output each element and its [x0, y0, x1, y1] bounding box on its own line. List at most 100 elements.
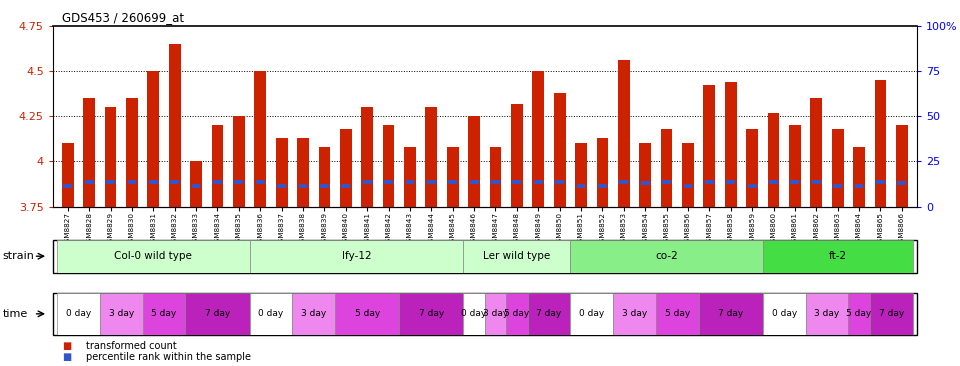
Text: ft-2: ft-2	[828, 251, 847, 261]
Bar	[63, 184, 72, 188]
Bar	[656, 293, 699, 335]
Bar	[233, 116, 245, 207]
Bar	[768, 113, 780, 207]
Bar	[464, 240, 570, 273]
Bar	[534, 180, 542, 184]
Bar	[513, 180, 521, 184]
Bar	[575, 143, 587, 207]
Text: percentile rank within the sample: percentile rank within the sample	[86, 352, 252, 362]
Bar	[492, 180, 500, 184]
Bar	[335, 293, 399, 335]
Bar	[427, 180, 436, 184]
Bar	[763, 293, 805, 335]
Bar	[170, 180, 180, 184]
Bar	[100, 293, 143, 335]
Text: GDS453 / 260699_at: GDS453 / 260699_at	[62, 11, 184, 24]
Bar	[61, 143, 74, 207]
Bar	[342, 184, 350, 188]
Text: 7 day: 7 day	[204, 309, 230, 318]
Bar	[639, 143, 651, 207]
Bar	[384, 180, 393, 184]
Bar	[528, 293, 570, 335]
Bar	[555, 180, 564, 184]
Bar	[250, 293, 293, 335]
Bar	[213, 180, 222, 184]
Text: 3 day: 3 day	[814, 309, 840, 318]
Bar	[107, 180, 115, 184]
Bar	[490, 147, 501, 207]
Bar	[789, 125, 801, 207]
Text: 3 day: 3 day	[622, 309, 647, 318]
Text: 5 day: 5 day	[847, 309, 872, 318]
Bar	[363, 180, 372, 184]
Bar	[404, 147, 416, 207]
Bar	[84, 98, 95, 207]
Bar	[613, 293, 656, 335]
Bar	[446, 147, 459, 207]
Bar	[831, 129, 844, 207]
Bar	[340, 129, 351, 207]
Text: Ler wild type: Ler wild type	[483, 251, 550, 261]
Bar	[511, 104, 523, 207]
Bar	[293, 293, 335, 335]
Bar	[506, 293, 528, 335]
Bar	[57, 240, 250, 273]
Bar	[898, 181, 906, 185]
Text: 0 day: 0 day	[772, 309, 797, 318]
Bar	[105, 107, 116, 207]
Text: 5 day: 5 day	[504, 309, 530, 318]
Text: 0 day: 0 day	[258, 309, 283, 318]
Bar	[833, 184, 842, 188]
Bar	[640, 181, 650, 185]
Bar	[250, 240, 464, 273]
Bar	[84, 180, 93, 184]
Text: 5 day: 5 day	[152, 309, 177, 318]
Bar	[619, 180, 628, 184]
Bar	[425, 107, 437, 207]
Text: 7 day: 7 day	[878, 309, 903, 318]
Text: 7 day: 7 day	[718, 309, 743, 318]
Bar	[748, 184, 756, 188]
Bar	[190, 161, 202, 207]
Bar	[896, 125, 908, 207]
Text: 3 day: 3 day	[483, 309, 508, 318]
Bar	[405, 180, 415, 184]
Bar	[319, 147, 330, 207]
Bar	[705, 180, 714, 184]
Bar	[383, 125, 395, 207]
Text: 0 day: 0 day	[579, 309, 605, 318]
Bar	[805, 293, 849, 335]
Bar	[598, 184, 607, 188]
Bar	[854, 184, 863, 188]
Bar	[469, 180, 478, 184]
Bar	[618, 60, 630, 207]
Bar	[485, 293, 506, 335]
Bar	[662, 180, 671, 184]
Text: transformed count: transformed count	[86, 341, 178, 351]
Bar	[876, 180, 885, 184]
Bar	[727, 180, 735, 184]
Bar	[149, 180, 157, 184]
Text: time: time	[3, 309, 28, 319]
Bar	[448, 180, 457, 184]
Text: 3 day: 3 day	[301, 309, 326, 318]
Bar	[361, 107, 373, 207]
Bar	[185, 293, 250, 335]
Bar	[533, 71, 544, 207]
Bar	[870, 293, 913, 335]
Bar	[169, 44, 180, 207]
Bar	[684, 184, 692, 188]
Bar	[790, 180, 800, 184]
Text: 3 day: 3 day	[108, 309, 133, 318]
Text: co-2: co-2	[656, 251, 678, 261]
Text: 5 day: 5 day	[664, 309, 690, 318]
Bar	[234, 180, 243, 184]
Bar	[126, 98, 138, 207]
Bar	[320, 184, 329, 188]
Bar	[464, 293, 485, 335]
Text: lfy-12: lfy-12	[342, 251, 372, 261]
Bar	[298, 138, 309, 207]
Bar	[148, 71, 159, 207]
Bar	[211, 125, 224, 207]
Bar	[683, 143, 694, 207]
